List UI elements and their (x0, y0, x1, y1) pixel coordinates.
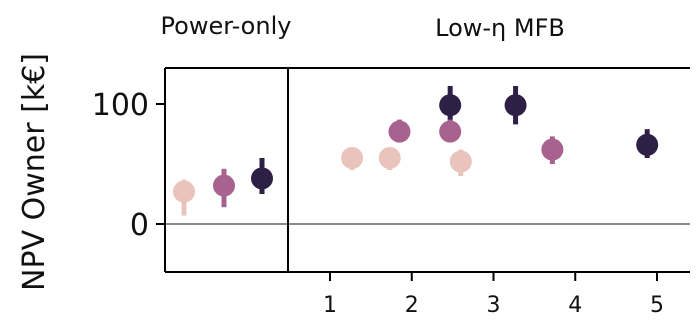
panel-power-only: 0 100 (92, 67, 289, 273)
data-point (439, 120, 462, 143)
y-tick-label: 0 (130, 208, 149, 243)
data-point (378, 147, 401, 169)
data-point (388, 120, 411, 143)
x-tick-label: 2 (405, 293, 419, 318)
panel-title-power-only: Power-only (161, 12, 292, 40)
data-point (504, 94, 527, 117)
data-point (341, 147, 364, 169)
x-tick-label: 5 (650, 293, 664, 318)
data-point (636, 133, 659, 156)
data-point (541, 138, 564, 161)
data-point (213, 174, 235, 197)
x-tick-label: 4 (568, 293, 582, 318)
x-tick-label: 1 (323, 293, 337, 318)
data-point (449, 150, 472, 173)
data-point (173, 180, 195, 203)
panel-title-low-eta-mfb: Low-η MFB (435, 14, 565, 42)
y-tick-label: 100 (92, 88, 149, 123)
data-point (439, 94, 462, 117)
x-tick-label: 3 (487, 293, 501, 318)
panel-low-eta-mfb: 1 2 3 4 5 (287, 67, 690, 318)
data-point (251, 167, 273, 190)
y-axis-label: NPV Owner [k€] (17, 53, 52, 291)
